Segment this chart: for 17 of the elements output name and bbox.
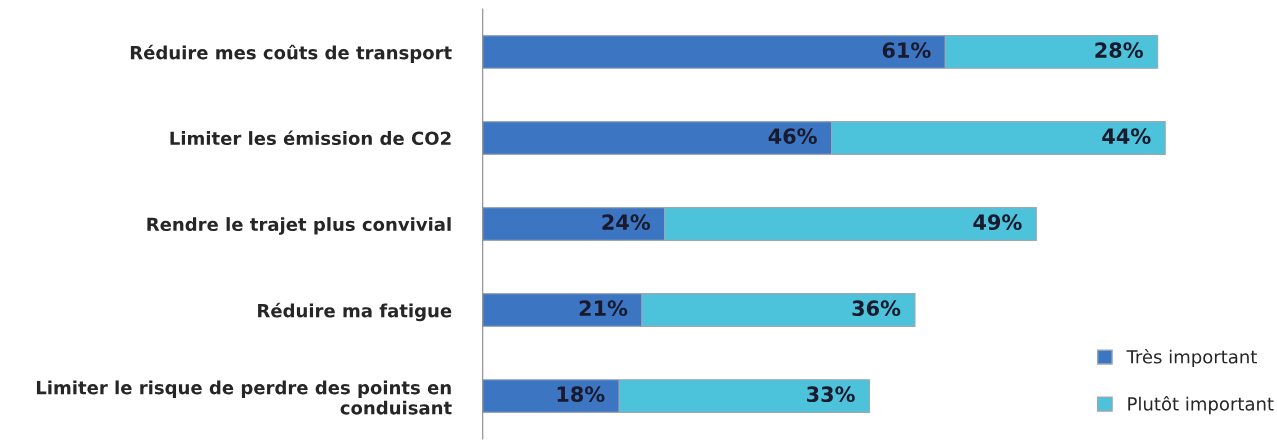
y-tick-label: Rendre le trajet plus convivial: [147, 217, 451, 235]
data-label: 28%: [1095, 42, 1143, 59]
legend-label: Plutôt important: [1128, 395, 1274, 415]
data-label: 61%: [882, 42, 931, 59]
data-label: 18%: [557, 386, 605, 403]
y-tick-label: Limiter les émission de CO2: [170, 130, 451, 146]
y-tick-label: Réduire mes coûts de transport: [130, 44, 452, 63]
data-label: 36%: [852, 300, 901, 317]
data-label: 33%: [806, 386, 855, 403]
data-label: 49%: [973, 214, 1022, 231]
data-label: 21%: [579, 300, 628, 317]
data-label: 46%: [768, 128, 817, 145]
data-label: 24%: [602, 214, 651, 231]
y-tick-label: Limiter le risque de perdre des points en conduisant: [36, 380, 452, 415]
y-tick-label: Réduire ma fatigue: [258, 302, 452, 322]
legend-label: Très important: [1126, 348, 1257, 368]
data-label: 44%: [1102, 128, 1151, 145]
